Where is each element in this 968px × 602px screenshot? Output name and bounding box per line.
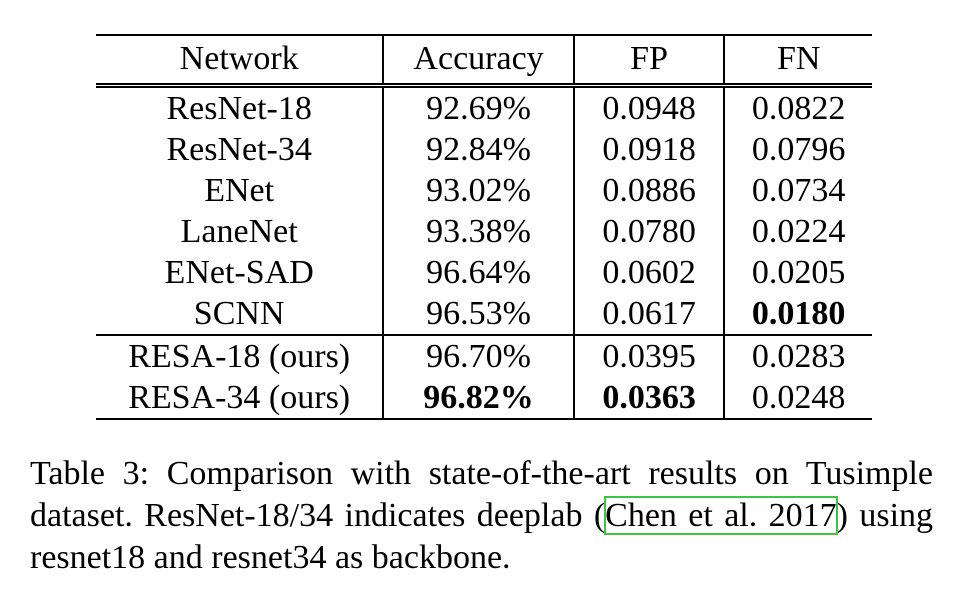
table-body: ResNet-18 92.69% 0.0948 0.0822 ResNet-34 92.8… [96,83,872,420]
cell-fp: 0.0602 [572,252,725,293]
cell-fn: 0.0822 [723,83,872,129]
cell-accuracy: 96.64% [382,252,574,293]
table-row: SCNN 96.53% 0.0617 0.0180 [96,293,872,335]
cell-fn: 0.0283 [723,334,872,377]
header-accuracy: Accuracy [382,34,574,86]
table-row: ENet-SAD 96.64% 0.0602 0.0205 [96,252,872,293]
cell-fn: 0.0205 [723,252,872,293]
cell-fn: 0.0224 [723,211,872,252]
cell-accuracy: 96.70% [382,334,574,377]
results-table-container: Network Accuracy FP FN ResNet-18 92.69% 0.… [96,34,872,420]
cell-fn: 0.0248 [723,377,872,420]
citation-link[interactable]: Chen et al. 2017 [604,496,838,535]
table-row: ResNet-18 92.69% 0.0948 0.0822 [96,83,872,129]
cell-fp: 0.0363 [572,377,725,420]
header-fn: FN [723,34,872,86]
header-fp: FP [572,34,725,86]
cell-fp: 0.0886 [572,170,725,211]
header-network: Network [96,34,384,86]
cell-fn: 0.0734 [723,170,872,211]
cell-network: ResNet-18 [96,83,384,129]
cell-fp: 0.0948 [572,83,725,129]
cell-network: SCNN [193,295,285,332]
cell-accuracy: 92.84% [382,129,574,170]
cell-accuracy: 92.69% [382,83,574,129]
cell-accuracy: 93.02% [382,170,574,211]
cell-fp: 0.0395 [572,334,725,377]
table-row: LaneNet 93.38% 0.0780 0.0224 [96,211,872,252]
cell-fn: 0.0180 [723,293,872,335]
cell-network: ENet-SAD [164,254,314,291]
table-row: RESA-18 (ours) 96.70% 0.0395 0.0283 [96,334,872,377]
cell-accuracy: 96.53% [382,293,574,335]
cell-fp: 0.0780 [572,211,725,252]
cell-fp: 0.0918 [572,129,725,170]
cell-accuracy: 96.82% [382,377,574,420]
caption-text-prefix: Table 3: Comparison with state-of-the-ar… [30,455,933,534]
table-caption: Table 3: Comparison with state-of-the-ar… [30,453,933,579]
cell-network: LaneNet [180,213,298,250]
caption-text-suffix: ) using resnet18 and resnet34 as backbon… [30,497,934,576]
cell-fp: 0.0617 [572,293,725,335]
table-row: ResNet-34 92.84% 0.0918 0.0796 [96,129,872,170]
cell-fn: 0.0796 [723,129,872,170]
cell-network: RESA-34 (ours) [96,377,384,420]
table-row: RESA-34 (ours) 96.82% 0.0363 0.0248 [96,377,872,420]
results-table: Network Accuracy FP FN ResNet-18 92.69% 0.… [96,34,872,420]
table-header-row: Network Accuracy FP FN [96,34,872,86]
cell-network: RESA-18 (ours) [96,334,384,377]
table-row: ENet 93.02% 0.0886 0.0734 [96,170,872,211]
cell-accuracy: 93.38% [382,211,574,252]
cell-network: ENet [204,172,275,209]
cell-network: ResNet-34 [166,131,312,168]
